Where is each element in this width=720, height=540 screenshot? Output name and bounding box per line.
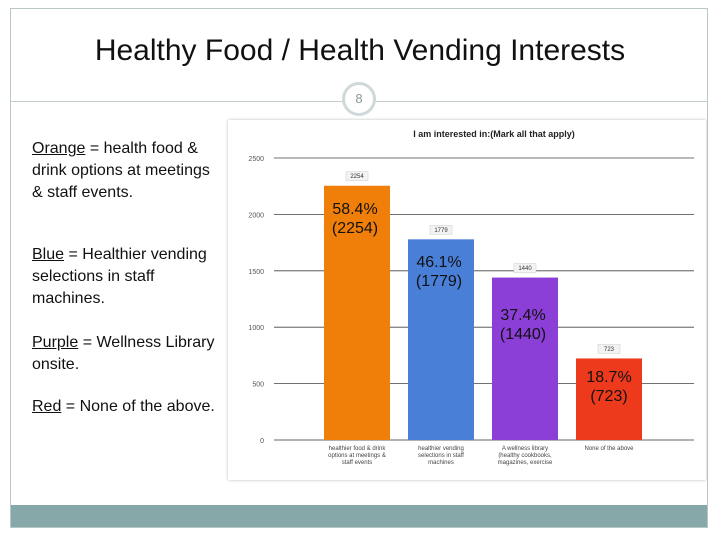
y-tick-label-2000: 2000: [248, 212, 264, 219]
y-tick-label-1000: 1000: [248, 325, 264, 332]
bar-1: [324, 185, 390, 440]
bar-4: [576, 358, 642, 440]
category-label-2: healthier vending selections in staff mach…: [418, 446, 464, 466]
category-label-4: None of the above: [584, 446, 634, 452]
value-label-box-3: [513, 263, 537, 273]
legend-purple-text: = Wellness Library onsite.: [32, 334, 215, 373]
percent-annotation-3: 37.4% (1440): [500, 307, 546, 343]
bar-2: [408, 239, 474, 440]
page-number: 8: [342, 82, 376, 116]
value-label-2: 1779: [434, 228, 448, 234]
legend-purple-word: Purple: [32, 334, 79, 351]
value-label-box-2: [429, 225, 453, 235]
bar-3: [492, 277, 558, 440]
value-label-box-4: [597, 344, 621, 354]
value-label-1: 2254: [350, 174, 364, 180]
legend-red-word: Red: [32, 398, 62, 415]
bar-chart: I am interested in:(Mark all that apply)…: [248, 129, 694, 466]
category-label-1: healthier food & drink options at meeting…: [328, 446, 386, 466]
percent-annotation-4: 18.7% (723): [586, 369, 631, 405]
value-label-box-1: [345, 171, 369, 181]
bottom-band: [11, 505, 707, 527]
category-label-3: A wellness library (healthy cookbooks, mag…: [498, 446, 553, 466]
y-tick-label-0: 0: [260, 438, 264, 445]
legend-purple: Purple = Wellness Library onsite.: [32, 332, 217, 376]
value-label-4: 723: [604, 347, 615, 353]
chart-panel: I am interested in:(Mark all that apply)…: [228, 120, 706, 480]
percent-annotation-2: 46.1% (1779): [416, 254, 462, 290]
legend-blue: Blue = Healthier vending selections in s…: [32, 244, 217, 310]
legend-orange: Orange = health food & drink options at …: [32, 138, 217, 204]
legend-orange-text: = health food & drink options at meeting…: [32, 140, 210, 201]
legend-blue-word: Blue: [32, 246, 65, 263]
legend-orange-word: Orange: [32, 140, 86, 157]
y-tick-label-2500: 2500: [248, 156, 264, 163]
legend-red-text: = None of the above.: [61, 398, 215, 415]
y-tick-label-500: 500: [252, 382, 264, 389]
chart-title: I am interested in:(Mark all that apply): [413, 129, 575, 139]
legend-blue-text: = Healthier vending selections in staff …: [32, 246, 207, 307]
y-tick-label-1500: 1500: [248, 269, 264, 276]
percent-annotation-1: 58.4% (2254): [332, 201, 378, 237]
slide-title: Healthy Food / Health Vending Interests: [94, 34, 626, 67]
value-label-3: 1440: [518, 266, 532, 272]
legend-red: Red = None of the above.: [32, 396, 217, 418]
